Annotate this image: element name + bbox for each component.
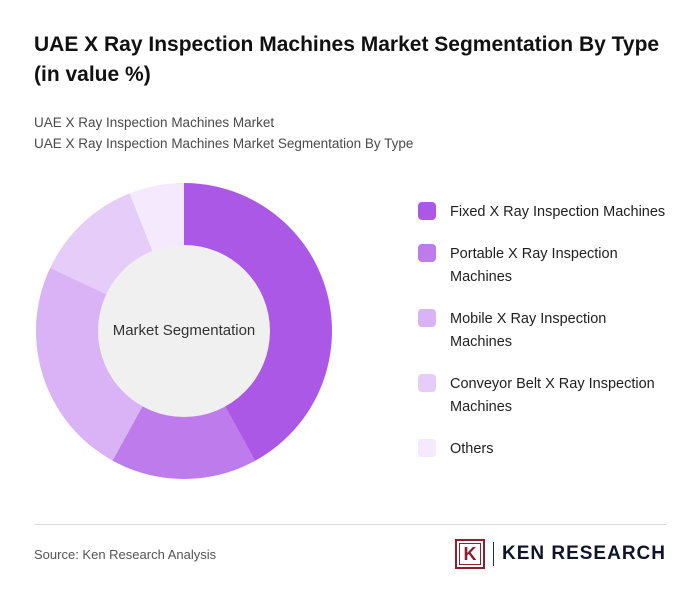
legend-swatch-icon [418, 439, 436, 457]
legend-swatch-icon [418, 244, 436, 263]
subtitle-segmentation: UAE X Ray Inspection Machines Market Seg… [34, 135, 414, 151]
logo-separator [492, 542, 494, 566]
legend-swatch-icon [418, 374, 436, 393]
legend-label: Conveyor Belt X Ray Inspection Machines [450, 376, 655, 415]
chart-area: Market Segmentation Fixed X Ray Inspecti… [34, 182, 666, 481]
legend-item: Fixed X Ray Inspection Machines [418, 201, 666, 223]
legend-swatch-icon [418, 309, 436, 328]
footer-divider [34, 524, 666, 525]
legend-label: Others [450, 441, 494, 457]
donut-center: Market Segmentation [98, 244, 270, 417]
logo-k-icon: K [454, 539, 485, 569]
legend-swatch-icon [418, 201, 436, 220]
page-title: UAE X Ray Inspection Machines Market Seg… [34, 33, 660, 87]
legend-label: Mobile X Ray Inspection Machines [450, 311, 607, 350]
legend-item: Conveyor Belt X Ray Inspection Machines [418, 373, 666, 418]
subtitle-market: UAE X Ray Inspection Machines Market [34, 114, 275, 130]
legend-item: Others [418, 438, 666, 460]
footer: Source: Ken Research Analysis K KEN RESE… [34, 524, 666, 569]
donut-chart: Market Segmentation [36, 182, 332, 479]
logo-brand-text: KEN RESEARCH [501, 543, 666, 564]
legend-label: Portable X Ray Inspection Machines [450, 246, 618, 285]
legend-item: Mobile X Ray Inspection Machines [418, 308, 666, 353]
chart-legend: Fixed X Ray Inspection Machines Portable … [418, 201, 666, 481]
donut-center-label: Market Segmentation [112, 322, 256, 340]
subtitle-block: UAE X Ray Inspection Machines Market UAE… [34, 113, 666, 155]
ken-research-logo: K KEN RESEARCH [454, 539, 666, 569]
source-note: Source: Ken Research Analysis [34, 546, 217, 562]
legend-label: Fixed X Ray Inspection Machines [450, 203, 666, 220]
legend-item: Portable X Ray Inspection Machines [418, 243, 666, 288]
